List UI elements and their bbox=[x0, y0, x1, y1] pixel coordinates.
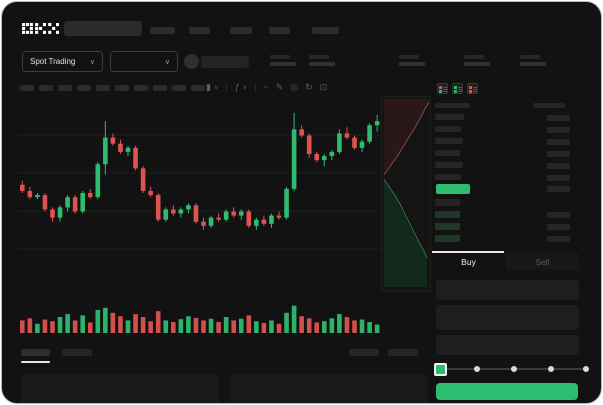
bid-price-placeholder[interactable] bbox=[435, 235, 460, 242]
chevron-down-icon: ∨ bbox=[164, 58, 170, 66]
chart-tools: ▮ ∨ | ƒ ∨ | ~ ✎ ◎ ↻ ⊡ bbox=[206, 80, 327, 94]
timeframe-button-placeholder[interactable] bbox=[77, 85, 91, 91]
ask-price-placeholder[interactable] bbox=[435, 162, 463, 168]
line-tool-icon[interactable]: ~ bbox=[263, 81, 269, 92]
slider-stop-dot[interactable] bbox=[583, 366, 589, 372]
timeframe-button-placeholder[interactable] bbox=[39, 85, 53, 91]
tab-sell[interactable]: Sell bbox=[506, 253, 579, 270]
depth-chart bbox=[383, 99, 430, 287]
nav-item-placeholder[interactable] bbox=[312, 27, 339, 34]
bid-price-placeholder[interactable] bbox=[435, 199, 460, 206]
orderbook-amount-column-header bbox=[533, 103, 565, 108]
volume-chart bbox=[20, 305, 380, 333]
timeframe-button-placeholder[interactable] bbox=[191, 85, 205, 91]
stat-label-placeholder bbox=[520, 55, 540, 59]
ask-amount-placeholder[interactable] bbox=[547, 127, 570, 133]
history-panel-placeholder bbox=[230, 374, 428, 403]
orders-panel-placeholder bbox=[21, 374, 219, 403]
divider: | bbox=[254, 82, 257, 92]
stat-value-placeholder bbox=[464, 62, 490, 66]
snapshot-icon[interactable]: ◎ bbox=[290, 81, 299, 92]
ask-amount-placeholder[interactable] bbox=[547, 139, 570, 145]
timeframe-button-placeholder[interactable] bbox=[172, 85, 186, 91]
draw-tool-icon[interactable]: ✎ bbox=[275, 81, 284, 92]
chevron-down-icon: ∨ bbox=[89, 58, 95, 66]
total-field[interactable] bbox=[436, 335, 579, 355]
bids-book-icon[interactable] bbox=[452, 83, 463, 94]
slider-stop-dot[interactable] bbox=[511, 366, 517, 372]
chevron-down-icon[interactable]: ∨ bbox=[213, 84, 219, 91]
ask-price-placeholder[interactable] bbox=[435, 126, 461, 132]
ask-price-placeholder[interactable] bbox=[435, 174, 461, 180]
bottom-active-tab-indicator bbox=[21, 361, 50, 363]
stat-label-placeholder bbox=[464, 55, 484, 59]
stat-value-placeholder bbox=[520, 62, 546, 66]
divider: | bbox=[225, 82, 228, 92]
stat-value-placeholder bbox=[309, 62, 335, 66]
market-type-selector[interactable]: Spot Trading ∨ bbox=[22, 51, 103, 72]
timeframe-button-placeholder[interactable] bbox=[96, 85, 110, 91]
market-type-label: Spot Trading bbox=[30, 57, 76, 66]
nav-item-placeholder[interactable] bbox=[230, 27, 252, 34]
refresh-icon[interactable]: ↻ bbox=[305, 81, 313, 92]
bid-price-placeholder[interactable] bbox=[435, 223, 460, 230]
timeframe-button-placeholder[interactable] bbox=[115, 85, 129, 91]
candle-style-icon[interactable]: ▮ bbox=[206, 81, 211, 92]
coin-avatar[interactable] bbox=[184, 54, 199, 69]
tab-buy[interactable]: Buy bbox=[432, 253, 505, 270]
okx-logo bbox=[22, 23, 59, 34]
ask-amount-placeholder[interactable] bbox=[547, 175, 570, 181]
bid-amount-placeholder[interactable] bbox=[547, 212, 570, 218]
chevron-down-icon[interactable]: ∨ bbox=[242, 84, 248, 91]
stat-label-placeholder bbox=[309, 55, 329, 59]
bottom-tab-active-placeholder[interactable] bbox=[21, 349, 50, 356]
bid-amount-placeholder[interactable] bbox=[547, 236, 570, 242]
last-price-badge[interactable] bbox=[436, 184, 470, 194]
price-field[interactable] bbox=[436, 280, 579, 300]
timeframe-button-placeholder[interactable] bbox=[58, 85, 72, 91]
chart-range-placeholder[interactable] bbox=[388, 349, 418, 356]
depth-chart-panel bbox=[381, 96, 431, 292]
candlestick-chart[interactable] bbox=[17, 94, 380, 294]
ask-price-placeholder[interactable] bbox=[435, 150, 460, 156]
ask-price-placeholder[interactable] bbox=[435, 114, 464, 120]
slider-handle[interactable] bbox=[434, 363, 447, 376]
timeframe-button-placeholder[interactable] bbox=[20, 85, 34, 91]
timeframe-button-placeholder[interactable] bbox=[134, 85, 148, 91]
stat-value-placeholder bbox=[399, 62, 425, 66]
header-action-button[interactable] bbox=[201, 56, 249, 68]
stat-value-placeholder bbox=[270, 62, 296, 66]
buy-tab-indicator bbox=[432, 251, 504, 253]
stat-label-placeholder bbox=[399, 55, 419, 59]
chart-range-placeholder[interactable] bbox=[349, 349, 379, 356]
bid-amount-placeholder[interactable] bbox=[547, 224, 570, 230]
fullscreen-icon[interactable]: ⊡ bbox=[319, 81, 328, 92]
nav-item-placeholder[interactable] bbox=[269, 27, 290, 34]
nav-item-placeholder[interactable] bbox=[150, 27, 175, 34]
slider-stop-dot[interactable] bbox=[548, 366, 554, 372]
search-input[interactable] bbox=[64, 21, 142, 36]
buy-submit-button[interactable] bbox=[436, 383, 578, 400]
slider-stop-dot[interactable] bbox=[474, 366, 480, 372]
amount-field[interactable] bbox=[436, 305, 579, 330]
ask-price-placeholder[interactable] bbox=[435, 138, 463, 144]
bottom-tab-placeholder[interactable] bbox=[62, 349, 92, 356]
bid-price-placeholder[interactable] bbox=[435, 211, 460, 218]
ask-amount-placeholder[interactable] bbox=[547, 163, 570, 169]
orderbook-price-column-header bbox=[435, 103, 470, 108]
nav-item-placeholder[interactable] bbox=[189, 27, 210, 34]
combined-book-icon[interactable] bbox=[437, 83, 448, 94]
stat-label-placeholder bbox=[270, 55, 290, 59]
timeframe-button-placeholder[interactable] bbox=[153, 85, 167, 91]
ask-amount-placeholder[interactable] bbox=[547, 115, 570, 121]
indicators-icon[interactable]: ƒ bbox=[234, 81, 240, 92]
asks-book-icon[interactable] bbox=[467, 83, 478, 94]
price-row-amount-placeholder bbox=[547, 186, 570, 192]
ask-amount-placeholder[interactable] bbox=[547, 151, 570, 157]
pair-selector[interactable]: ∨ bbox=[110, 51, 178, 72]
